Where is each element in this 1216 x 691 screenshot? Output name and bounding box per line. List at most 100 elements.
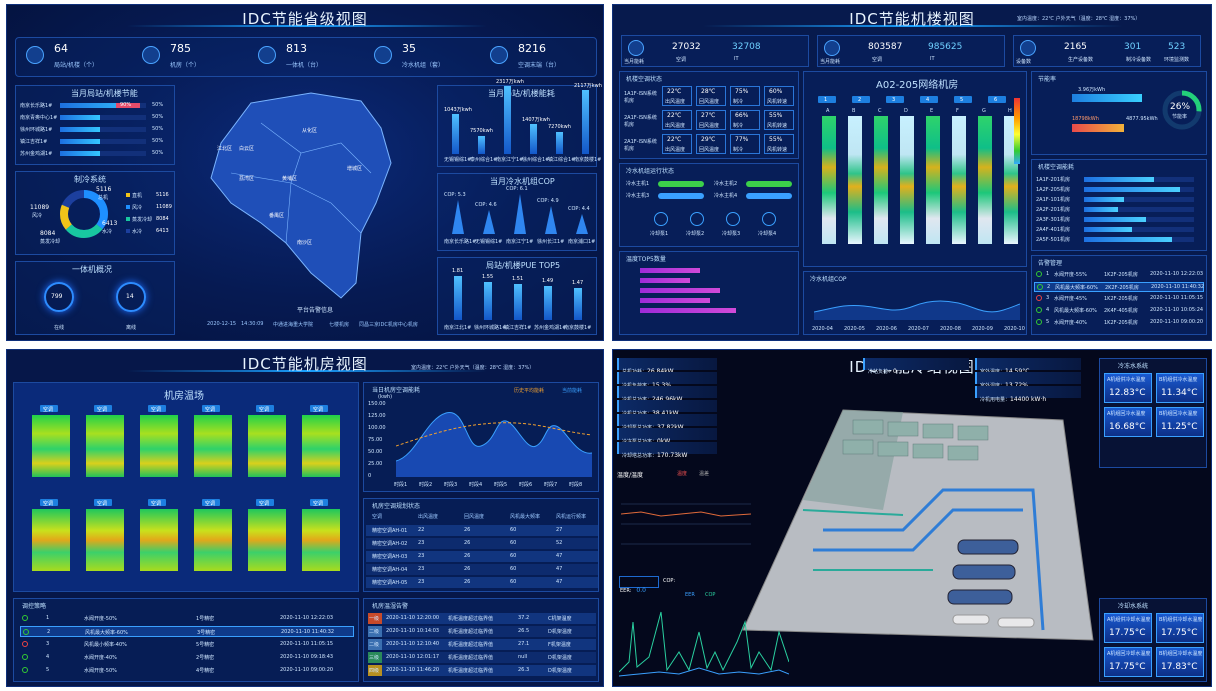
cop-title: 当月冷水机组COP (490, 177, 555, 186)
temp-alarm-row[interactable]: 三级 2020-11-10 12:01:17 机柜温度超过临界值 null D机架温度 (368, 652, 596, 663)
ac-cell-value: 22℃ (667, 112, 682, 119)
alarm-row[interactable]: 2 风机最大频率-60% 2K2F-205机房 2020-11-10 11:40:32 (1034, 282, 1204, 292)
ac-cell-value: 22℃ (667, 88, 682, 95)
temp-alarm-value: 37.2 (518, 615, 530, 621)
heatmap-rack[interactable] (86, 509, 124, 571)
alarm-row[interactable]: 3 水阀开度-45% 1K2F-205机房 2020-11-10 11:05:15 (1034, 294, 1204, 304)
heatmap-ac-tag[interactable] (94, 405, 112, 412)
map-district-label[interactable]: 增城区 (347, 166, 363, 172)
pue-name: 南京江北1# (444, 325, 472, 331)
map-district-label[interactable]: 荔湾区 (239, 176, 255, 182)
stat-v3: 523 (1168, 42, 1186, 52)
heatmap-ac-tag[interactable] (40, 405, 58, 412)
heatmap-ac-tag[interactable] (310, 499, 328, 506)
map-district-label[interactable]: 南沙区 (297, 240, 313, 246)
heatmap-rack[interactable] (32, 509, 70, 571)
heatmap-ac-tag[interactable] (202, 499, 220, 506)
temp-alarm-row[interactable]: 二级 2020-11-10 12:10:40 机柜温度超过临界值 27.1 F机架温度 (368, 639, 596, 650)
temp-alarm-row[interactable]: 二级 2020-11-10 10:14:03 机柜温度超过临界值 26.5 D机架温度 (368, 626, 596, 637)
heatmap-rack[interactable] (32, 415, 70, 477)
rack-column[interactable] (926, 116, 940, 244)
rack-col-tag[interactable] (988, 96, 1006, 103)
heatmap-ac-tag[interactable] (94, 499, 112, 506)
chiller-bar (658, 181, 704, 187)
control-row[interactable]: 4 水阀开度-40% 2号精密 2020-11-10 09:18:43 (20, 652, 354, 663)
stat-v1: 803587 (868, 42, 903, 52)
stat-icon (490, 46, 508, 64)
pue-name: 徐州环城路1# (474, 325, 507, 331)
region-map[interactable] (191, 83, 431, 313)
map-district-label[interactable]: 白云区 (239, 146, 255, 152)
heatmap-rack[interactable] (248, 415, 286, 477)
table-cell: 27 (556, 527, 563, 533)
cooling-plant-3d[interactable] (703, 390, 1103, 650)
rack-column[interactable] (952, 116, 966, 244)
control-row[interactable]: 1 水阀开度-50% 1号精密 2020-11-10 12:22:03 (20, 613, 354, 624)
legend-value: 5116 (156, 192, 169, 198)
heatmap-ac-label: 空调 (205, 501, 216, 507)
rack-column[interactable] (978, 116, 992, 244)
heatmap-ac-tag[interactable] (202, 405, 220, 412)
rack-column[interactable] (900, 116, 914, 244)
rack-col-tag[interactable] (954, 96, 972, 103)
table-row[interactable]: 精密空调AH-05 23 26 60 47 (366, 577, 598, 588)
ac-cell: 22℃ 出风温度 (662, 110, 692, 130)
heatmap-rack[interactable] (86, 415, 124, 477)
control-row[interactable]: 3 风机最小频率-40% 5号精密 2020-11-10 11:05:15 (20, 639, 354, 650)
heatmap-ac-tag[interactable] (256, 405, 274, 412)
table-row[interactable]: 精密空调AH-04 23 26 60 47 (366, 564, 598, 575)
ac-cell-label: 回风温度 (699, 123, 720, 129)
table-row[interactable]: 精密空调AH-01 22 26 60 27 (366, 525, 598, 536)
legend-cop: COP (705, 592, 716, 598)
chiller-bar (746, 193, 792, 199)
control-row[interactable]: 5 水阀开度-50% 4号精密 2020-11-10 09:00:20 (20, 665, 354, 676)
control-num: 4 (46, 654, 50, 660)
heatmap-rack[interactable] (248, 509, 286, 571)
cop-name: 徐州长江1# (537, 239, 565, 245)
rack-col-tag[interactable] (886, 96, 904, 103)
heatmap-rack[interactable] (194, 415, 232, 477)
map-district-label[interactable]: 江北区 (217, 146, 233, 152)
heatmap-rack[interactable] (302, 509, 340, 571)
rack-column[interactable] (822, 116, 836, 244)
control-row[interactable]: 2 风机最大频率-60% 3号精密 2020-11-10 11:40:32 (20, 626, 354, 637)
heatmap-rack[interactable] (140, 415, 178, 477)
heatmap-ac-tag[interactable] (148, 405, 166, 412)
rack-col-tag[interactable] (920, 96, 938, 103)
control-status-icon (23, 629, 29, 635)
ac-energy-name: 2A5F-501机房 (1036, 237, 1071, 243)
heatmap-ac-tag[interactable] (148, 499, 166, 506)
map-district-label[interactable]: 番禺区 (269, 213, 285, 219)
table-row[interactable]: 精密空调AH-03 23 26 60 47 (366, 551, 598, 562)
metric-row: 冷机总功率：246.96kW (617, 386, 717, 403)
heatmap-rack[interactable] (140, 509, 178, 571)
control-status-icon (22, 615, 28, 621)
heatmap-ac-tag[interactable] (256, 499, 274, 506)
alarm-row[interactable]: 5 水阀开度-40% 1K2F-205机房 2020-11-10 09:00:20 (1034, 318, 1204, 328)
table-row[interactable]: 精密空调AH-02 23 26 60 52 (366, 538, 598, 549)
heatmap-ac-tag[interactable] (40, 499, 58, 506)
stat-value: 35 (402, 42, 416, 55)
alarm-status-icon (1036, 271, 1042, 277)
heatmap-rack[interactable] (302, 415, 340, 477)
metric-key: 冷却塔总功率： (622, 453, 658, 459)
ac-cell-label: 出风温度 (665, 99, 686, 105)
map-district-label[interactable]: 从化区 (302, 128, 318, 134)
rack-col-tag[interactable] (818, 96, 836, 103)
rack-column[interactable] (874, 116, 888, 244)
stat-card-label: 当月能耗 (820, 59, 841, 65)
rack-col-tag[interactable] (852, 96, 870, 103)
map-district-label[interactable]: 黄埔区 (282, 176, 298, 182)
rack-letter: E (930, 108, 934, 114)
temp-alarm-row[interactable]: 一级 2020-11-10 12:20:00 机柜温度超过临界值 37.2 C机架温度 (368, 613, 596, 624)
ac-energy-panel: 机楼空调能耗 1A1F-201机房 1A2F-205机房 2A1F-101机房 2A2… (1031, 159, 1207, 251)
alarm-row[interactable]: 4 风机最大频率-60% 2K4F-405机房 2020-11-10 10:05:24 (1034, 306, 1204, 316)
rack-column[interactable] (848, 116, 862, 244)
heatmap-ac-tag[interactable] (310, 405, 328, 412)
x-tick: 时段5 (494, 482, 508, 488)
alarm-row[interactable]: 1 水阀开度-55% 1K2F-205机房 2020-11-10 12:22:03 (1034, 270, 1204, 280)
energy-row-name: 徐州环城路1# (20, 127, 53, 133)
temp-alarm-row[interactable]: 四级 2020-11-10 11:46:20 机柜温度超过临界值 26.3 D机架温度 (368, 665, 596, 676)
heatmap-rack[interactable] (194, 509, 232, 571)
ac-cell: 77% 制冷 (730, 134, 760, 154)
